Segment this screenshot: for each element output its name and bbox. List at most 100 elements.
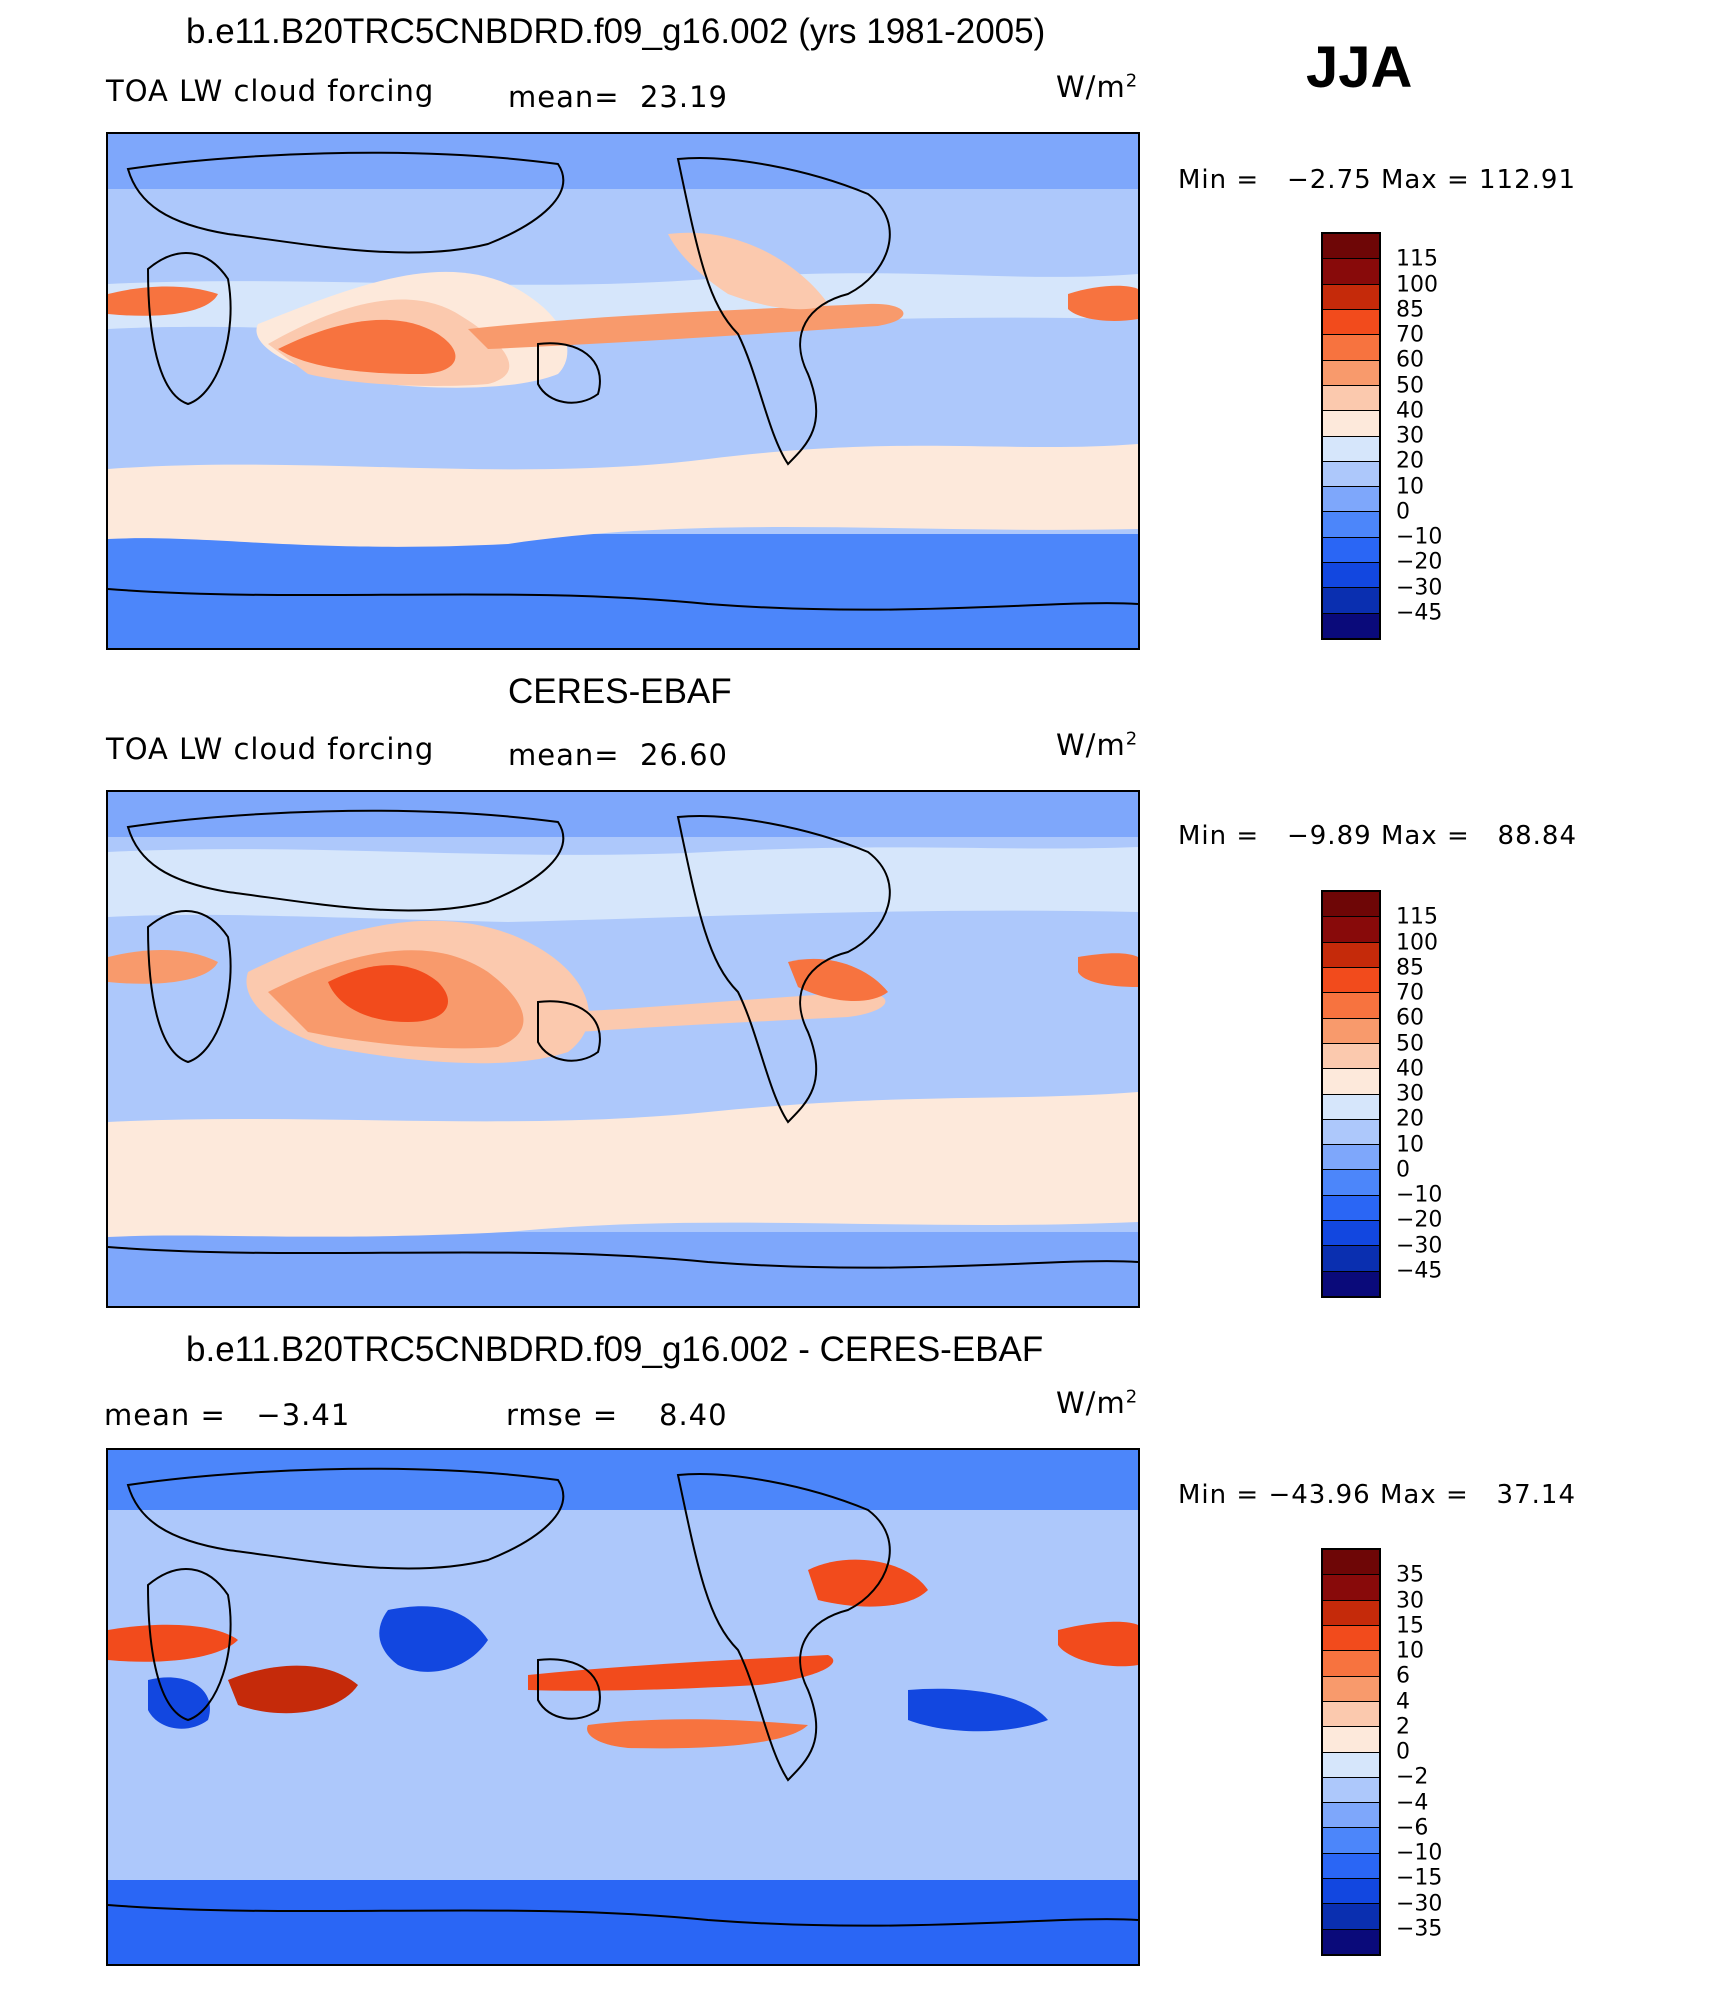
panel1-mean-value: 23.19 [639,80,729,114]
colorbar-swatch [1323,1802,1379,1828]
panel2-coastlines [126,809,891,1124]
colorbar-swatch [1323,460,1379,487]
colorbar-tick-label: 50 [1396,1031,1424,1056]
colorbar-swatch [1323,1144,1379,1170]
colorbar-swatch [1323,1903,1379,1929]
colorbar-swatch [1323,234,1379,259]
panel3-mean-value: −3.41 [256,1398,351,1432]
colorbar-tick-label: 10 [1396,474,1424,499]
colorbar-swatch [1323,1624,1379,1651]
panel3-max-label: Max = [1379,1480,1469,1510]
panel2-units-sup: 2 [1125,728,1139,750]
colorbar-tick-label: 115 [1396,246,1438,272]
colorbar-swatch [1323,1169,1379,1195]
colorbar-swatch [1323,1675,1379,1701]
colorbar-tick-label: −10 [1396,1182,1443,1208]
panel2-map-svg [108,792,1138,1306]
panel3-map-svg [108,1450,1138,1964]
panel3-rmse-value: 8.40 [659,1398,728,1432]
colorbar-tick-label: 100 [1396,930,1438,955]
colorbar-swatch [1323,941,1379,967]
panel3-min-label: Min = [1178,1480,1260,1510]
panel2-max-value: 88.84 [1497,821,1577,851]
panel1-antarctic-band [108,534,1138,648]
panel3-colorbar [1321,1548,1381,1956]
colorbar-tick-label: −10 [1396,524,1443,550]
colorbar-swatch [1323,1194,1379,1221]
panel3-units: W/m2 [1056,1386,1138,1420]
panel3-antarctic-band [108,1880,1138,1964]
colorbar-tick-label: 0 [1396,1739,1410,1765]
panel1-map-svg [108,134,1138,648]
panel3-mean-label: mean = [104,1398,226,1432]
panel1-units-sup: 2 [1125,70,1139,92]
panel2-colorbar [1321,890,1381,1298]
colorbar-tick-label: −6 [1396,1815,1429,1841]
panel1-central-america-field [668,232,828,310]
panel2-africa-itcz [108,950,218,984]
colorbar-tick-label: −2 [1396,1764,1429,1790]
panel1-antarctic-coast [108,588,1138,611]
panel3-arctic-band [108,1450,1138,1510]
colorbar-tick-label: −30 [1396,1891,1443,1916]
colorbar-tick-label: −30 [1396,575,1443,600]
panel3-map [106,1448,1140,1966]
colorbar-swatch [1323,1599,1379,1625]
panel1-mean-label: mean= [508,80,620,114]
colorbar-tick-label: 85 [1396,955,1424,981]
panel3-coastlines [126,1467,891,1782]
season-label: JJA [1306,35,1413,100]
colorbar-swatch [1323,1928,1379,1954]
colorbar-swatch [1323,1220,1379,1246]
panel2-southern-midlat-band [108,1092,1138,1237]
colorbar-tick-label: 40 [1396,1056,1424,1082]
panel2-asia-monsoon-core [328,965,448,1022]
colorbar-swatch [1323,1776,1379,1803]
panel1-max-value: 112.91 [1479,165,1576,195]
colorbar-tick-label: 4 [1396,1689,1410,1714]
panel3-min-value: −43.96 [1268,1480,1371,1510]
colorbar-swatch [1323,511,1379,537]
colorbar-tick-label: 2 [1396,1714,1410,1740]
colorbar-swatch [1323,384,1379,411]
panel1-title: b.e11.B20TRC5CNBDRD.f09_g16.002 (yrs 198… [186,12,1046,51]
colorbar-tick-label: 6 [1396,1663,1410,1689]
colorbar-tick-label: 20 [1396,1106,1424,1132]
colorbar-tick-label: −45 [1396,600,1443,626]
panel3-rmse: rmse = 8.40 [506,1398,728,1432]
panel2-minmax: Min = −9.89 Max = 88.84 [1178,821,1577,851]
colorbar-swatch [1323,1878,1379,1904]
colorbar-swatch [1323,966,1379,993]
panel1-southern-midlat-band [108,444,1138,547]
colorbar-tick-label: 30 [1396,1588,1424,1613]
colorbar-swatch [1323,1068,1379,1094]
panel1-minmax: Min = −2.75 Max = 112.91 [1178,165,1576,195]
panel1-itcz-pacific [468,303,904,349]
panel3-antarctic-coast [108,1904,1138,1927]
colorbar-swatch [1323,410,1379,436]
panel1-units-text: W/m [1056,70,1126,104]
colorbar-tick-label: 35 [1396,1562,1424,1588]
panel1-min-label: Min = [1178,165,1260,195]
colorbar-tick-label: 70 [1396,980,1424,1006]
colorbar-tick-label: 100 [1396,272,1438,297]
colorbar-swatch [1323,486,1379,512]
panel2-itcz-pacific [568,992,886,1032]
colorbar-tick-label: 0 [1396,499,1410,525]
colorbar-tick-label: −45 [1396,1258,1443,1284]
colorbar-swatch [1323,1700,1379,1727]
panel2-map [106,790,1140,1308]
colorbar-tick-label: 115 [1396,904,1438,930]
colorbar-swatch [1323,1650,1379,1676]
panel1-mean: mean= 23.19 [508,80,728,114]
panel2-antarctic-coast [108,1246,1138,1269]
colorbar-tick-label: −10 [1396,1840,1443,1866]
panel1-africa-itcz [108,286,218,316]
colorbar-swatch [1323,1726,1379,1752]
colorbar-swatch [1323,992,1379,1018]
colorbar-tick-label: 30 [1396,423,1424,449]
panel1-max-label: Max = [1380,165,1470,195]
panel2-mean-value: 26.60 [639,738,729,772]
panel3-atlantic-itcz-positive [1058,1621,1138,1667]
colorbar-tick-label: 10 [1396,1638,1424,1664]
